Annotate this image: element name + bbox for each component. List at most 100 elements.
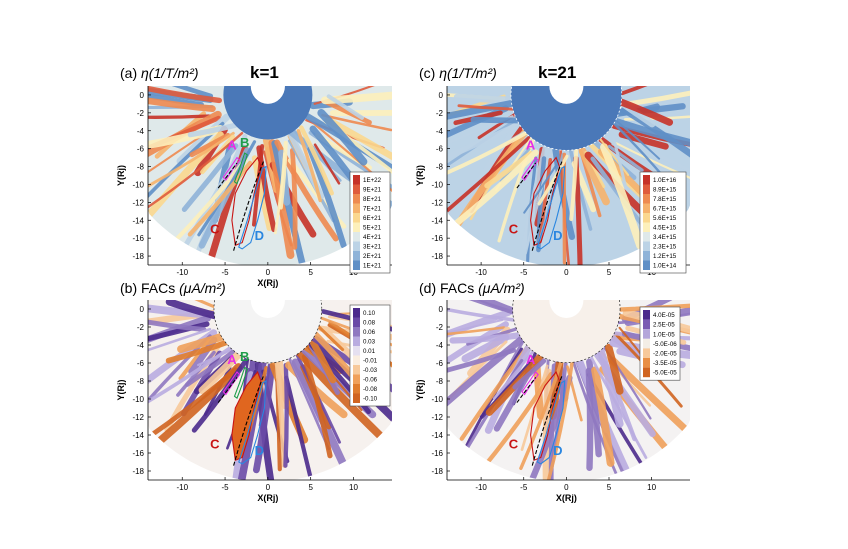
colorbar-swatch xyxy=(353,251,360,261)
panel-c-streak xyxy=(447,127,534,177)
region-C-outline xyxy=(530,156,561,247)
x-tick-label: -5 xyxy=(221,268,229,277)
panel-c-streak xyxy=(447,123,517,181)
x-tick-label: -10 xyxy=(176,483,188,492)
panel-a-streak xyxy=(313,86,381,105)
x-axis-label: X(Rj) xyxy=(257,493,278,503)
panel-a-streak xyxy=(296,129,322,203)
panel-d-streak xyxy=(609,356,690,446)
x-tick-label: -10 xyxy=(475,483,487,492)
colorbar-label: -2.0E-05 xyxy=(653,351,677,358)
colorbar-label: 4.0E-05 xyxy=(653,312,675,319)
panel-d-streak xyxy=(542,353,575,480)
colorbar-label: 1.2E+15 xyxy=(653,253,677,260)
panel-c-streak xyxy=(484,150,534,189)
dashed-line-long xyxy=(233,160,265,251)
panel-b-streak xyxy=(191,348,255,433)
y-tick-label: -4 xyxy=(436,127,444,136)
colorbar-label: -5.0E-05 xyxy=(653,370,677,377)
panel-a-streak xyxy=(278,140,288,210)
colorbar-swatch xyxy=(353,175,360,185)
colorbar-swatch xyxy=(643,251,650,261)
region-D-outline xyxy=(536,165,566,250)
colorbar-swatch xyxy=(353,260,360,270)
panel-b-streak xyxy=(283,362,289,468)
y-tick-label: -12 xyxy=(431,413,443,422)
panel-d-streak xyxy=(447,335,525,410)
colorbar-label: 2.3E+15 xyxy=(653,244,677,251)
title-units: (μA/m²) xyxy=(179,280,226,296)
panel-c-streak xyxy=(447,136,531,217)
panel-a-streak xyxy=(251,155,273,231)
x-tick-label: 0 xyxy=(564,483,569,492)
colorbar-label: -0.06 xyxy=(363,377,378,384)
y-tick-label: -18 xyxy=(132,467,144,476)
panel-c-streak xyxy=(537,154,569,206)
x-tick-label: -5 xyxy=(221,483,229,492)
panel-a-streak xyxy=(148,131,235,197)
x-tick-label: 0 xyxy=(564,268,569,277)
colorbar-label: -0.10 xyxy=(363,396,378,403)
colorbar-label: 6E+21 xyxy=(363,215,382,222)
y-tick-label: -2 xyxy=(436,109,444,118)
x-tick-label: -10 xyxy=(475,268,487,277)
title-prefix: (c) xyxy=(419,65,439,81)
panel-a-streak xyxy=(299,125,334,196)
y-tick-label: -12 xyxy=(431,198,443,207)
dashed-line-short xyxy=(217,162,238,189)
x-tick-label: 5 xyxy=(607,483,612,492)
region-label-C: C xyxy=(509,222,519,237)
region-B-outline xyxy=(233,152,248,185)
title-prefix: (d) FACs xyxy=(419,280,478,296)
y-tick-label: -16 xyxy=(431,234,443,243)
title-units: (1/T/m²) xyxy=(447,65,497,81)
panel-c-streak xyxy=(523,164,558,214)
x-axis-label: X(Rj) xyxy=(257,278,278,288)
y-tick-label: 0 xyxy=(140,305,145,314)
panel-a-streak xyxy=(187,122,238,138)
region-D-outline xyxy=(536,380,566,465)
planet xyxy=(250,86,285,104)
y-tick-label: -6 xyxy=(436,359,444,368)
panel-d-streak xyxy=(447,300,516,322)
region-label-C: C xyxy=(210,437,220,452)
colorbar-swatch xyxy=(643,319,650,330)
colorbar-label: -5.0E-06 xyxy=(653,341,677,348)
colorbar-label: 8.9E+15 xyxy=(653,187,677,194)
panel-c-streak xyxy=(524,144,554,255)
colorbar-label: 1.0E+16 xyxy=(653,177,677,184)
y-tick-label: -14 xyxy=(431,216,443,225)
y-tick-label: -10 xyxy=(431,180,443,189)
region-C-outline xyxy=(231,370,262,461)
colorbar-label: -0.03 xyxy=(363,367,378,374)
panel-b-streak xyxy=(156,363,243,445)
panel-a-title: (a) η(1/T/m²) xyxy=(120,65,199,81)
panel-d-streak xyxy=(447,318,504,343)
panel-a-streak xyxy=(317,108,368,166)
y-axis-label: Y(Rj) xyxy=(116,165,126,186)
colorbar-label: -3.5E-05 xyxy=(653,360,677,367)
y-tick-label: -14 xyxy=(132,431,144,440)
y-tick-label: -18 xyxy=(431,252,443,261)
colorbar-label: 1.0E+14 xyxy=(653,263,677,270)
region-D-outline xyxy=(238,380,267,465)
panel-a: ABCD0-2-4-6-8-10-12-14-16-18-10-50510Y(R… xyxy=(116,63,392,288)
x-tick-label: 5 xyxy=(308,268,313,277)
panel-d-streak xyxy=(449,332,525,344)
panel-c-streak xyxy=(600,143,644,250)
panel-a-streak xyxy=(148,86,204,107)
planet xyxy=(549,300,584,319)
region-label-D: D xyxy=(255,228,264,243)
panel-a-streak xyxy=(163,86,214,99)
colorbar-label: 6.7E+15 xyxy=(653,206,677,213)
y-tick-label: -8 xyxy=(137,377,145,386)
colorbar-swatch xyxy=(643,358,650,368)
x-tick-label: 0 xyxy=(266,483,271,492)
colorbar-label: 4E+21 xyxy=(363,234,382,241)
colorbar-label: 5.6E+15 xyxy=(653,215,677,222)
panel-c-streak xyxy=(578,147,610,206)
colorbar-swatch xyxy=(643,367,650,378)
panel-a-streak xyxy=(326,94,364,120)
panel-d-streak xyxy=(527,374,573,480)
panel-b-streak xyxy=(327,315,392,338)
